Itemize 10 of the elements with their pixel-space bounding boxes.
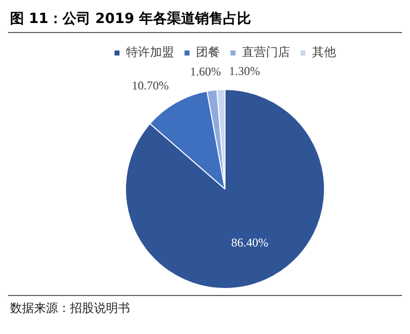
legend-label: 其他 [312, 45, 336, 60]
data-label: 1.60% [190, 64, 221, 79]
legend-label: 直营门店 [242, 45, 290, 60]
legend-label: 团餐 [196, 45, 220, 60]
source-note: 数据来源：招股说明书 [8, 295, 402, 321]
data-label: 10.70% [132, 78, 169, 93]
data-label: 1.30% [229, 64, 260, 78]
chart-title: 图 11：公司 2019 年各渠道销售占比 [8, 8, 402, 33]
data-label: 86.40% [231, 235, 268, 250]
legend-label: 特许加盟 [126, 45, 174, 60]
